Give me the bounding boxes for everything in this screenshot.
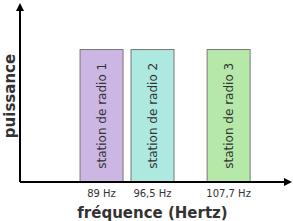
svg-text:station de radio 2: station de radio 2 <box>146 63 160 169</box>
svg-text:puissance: puissance <box>8 54 19 138</box>
svg-text:fréquence (Hertz): fréquence (Hertz) <box>77 204 227 221</box>
svg-text:96,5 Hz: 96,5 Hz <box>133 188 171 199</box>
svg-text:station de radio 3: station de radio 3 <box>222 63 236 169</box>
svg-text:89 Hz: 89 Hz <box>87 188 116 199</box>
svg-text:107,7 Hz: 107,7 Hz <box>206 188 251 199</box>
svg-text:station de radio 1: station de radio 1 <box>95 63 109 169</box>
